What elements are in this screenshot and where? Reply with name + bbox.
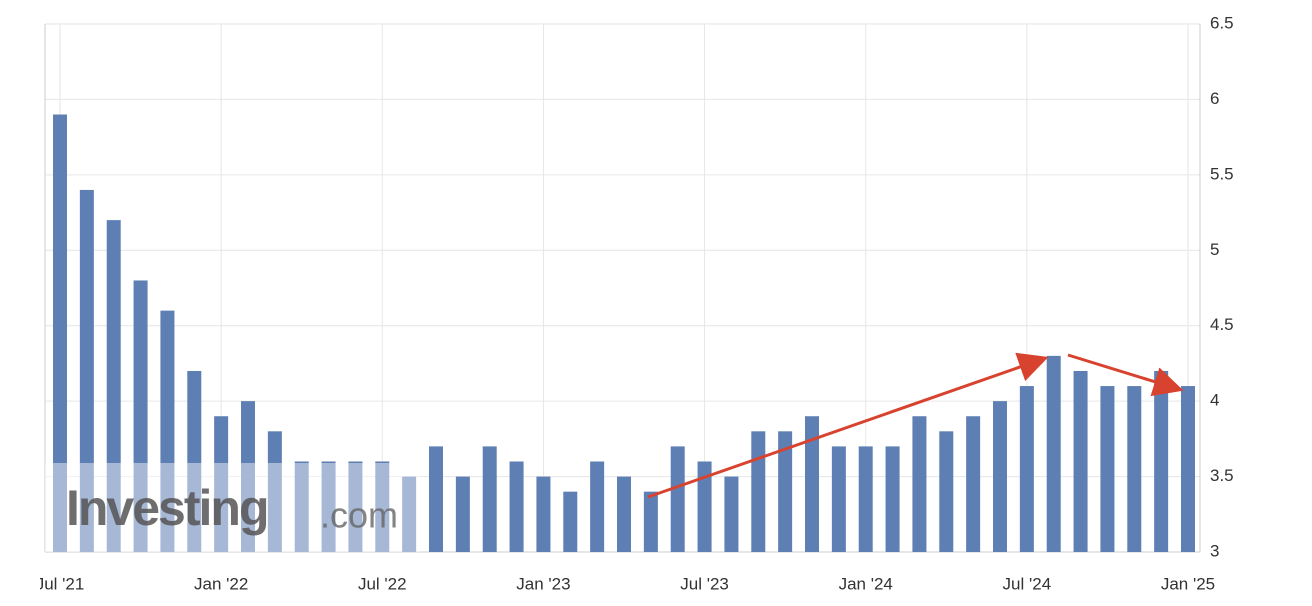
- bar: [482, 446, 497, 552]
- bar: [590, 461, 605, 552]
- y-tick-label: 6.5: [1210, 13, 1234, 32]
- x-tick-label: Jul '21: [36, 574, 85, 593]
- x-tick-label: Jul '24: [1003, 574, 1052, 593]
- bar: [1073, 370, 1088, 552]
- x-tick-label: Jul '23: [680, 574, 729, 593]
- bar: [106, 220, 121, 552]
- y-tick-label: 4.5: [1210, 315, 1234, 334]
- bar: [831, 446, 846, 552]
- bar: [455, 476, 470, 552]
- bar: [966, 416, 981, 552]
- bar: [563, 491, 578, 552]
- trend-arrow: [1067, 353, 1184, 397]
- bar: [697, 461, 712, 552]
- bar: [751, 431, 766, 552]
- bar: [536, 476, 551, 552]
- bar: [1154, 370, 1169, 552]
- bar: [670, 446, 685, 552]
- bar: [939, 431, 954, 552]
- x-tick-label: Jan '22: [194, 574, 248, 593]
- bar: [858, 446, 873, 552]
- bar: [1046, 355, 1061, 552]
- y-tick-label: 3.5: [1210, 466, 1234, 485]
- bar: [617, 476, 631, 552]
- x-tick-label: Jan '24: [839, 574, 893, 593]
- trend-arrow: [647, 352, 1049, 499]
- bar: [375, 461, 390, 552]
- y-tick-label: 5.5: [1210, 164, 1234, 183]
- bar: [79, 189, 94, 552]
- bar: [509, 461, 524, 552]
- y-tick-label: 4: [1210, 391, 1219, 410]
- bar: [885, 446, 900, 552]
- x-tick-label: Jan '23: [516, 574, 570, 593]
- bar: [267, 431, 282, 552]
- bar: [241, 401, 255, 552]
- bar: [53, 114, 67, 552]
- bar: [160, 310, 175, 552]
- bar: [187, 370, 202, 552]
- bar: [429, 446, 443, 552]
- y-tick-label: 5: [1210, 240, 1219, 259]
- bar: [912, 416, 927, 552]
- bar: [214, 416, 229, 552]
- bar: [402, 476, 417, 552]
- bar: [643, 491, 658, 552]
- bar: [1127, 386, 1142, 552]
- watermark-suffix: .com: [320, 495, 398, 536]
- y-tick-label: 3: [1210, 541, 1219, 560]
- bar: [321, 461, 336, 552]
- bar: [778, 431, 793, 552]
- watermark-brand: Investing: [66, 480, 267, 536]
- bar: [294, 461, 309, 552]
- x-tick-label: Jul '22: [358, 574, 407, 593]
- bar: [348, 461, 363, 552]
- bar: [133, 280, 148, 552]
- y-tick-label: 6: [1210, 89, 1219, 108]
- bar: [1019, 386, 1034, 552]
- x-tick-label: Jan '25: [1161, 574, 1215, 593]
- bar: [1100, 386, 1115, 552]
- bar: [993, 401, 1007, 552]
- watermark-overlay: [45, 463, 420, 552]
- bar: [724, 476, 739, 552]
- bar: [805, 416, 819, 552]
- bar: [1181, 386, 1195, 552]
